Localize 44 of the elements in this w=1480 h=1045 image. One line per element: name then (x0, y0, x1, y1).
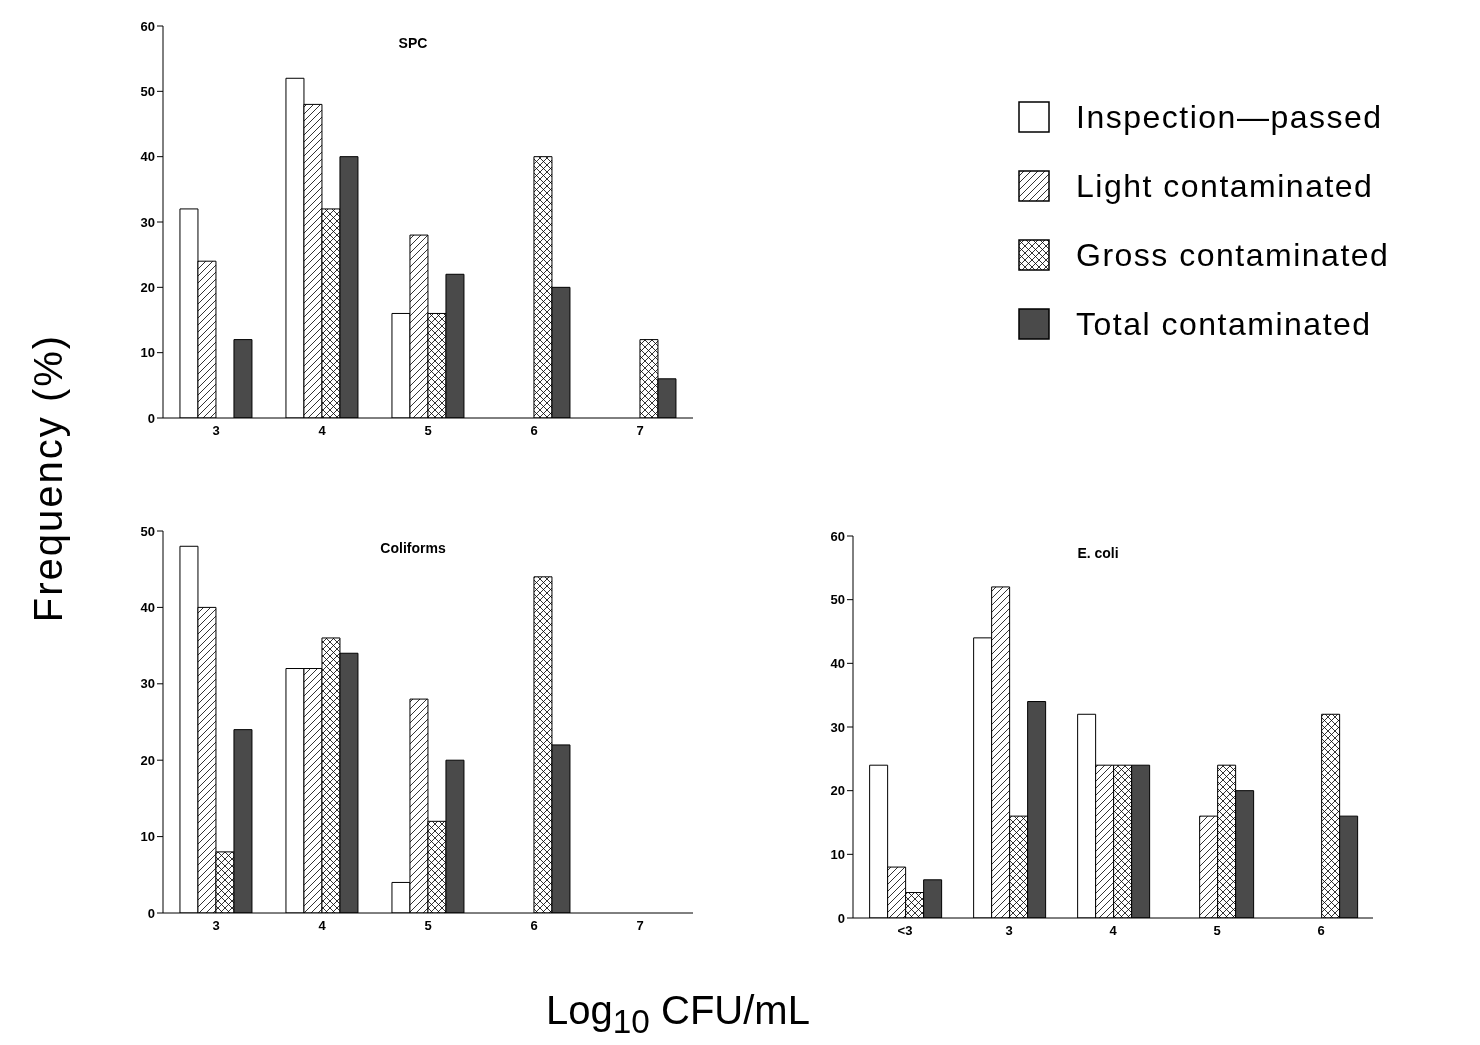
y-tick-label: 50 (140, 83, 155, 99)
x-tick-label: 3 (212, 423, 220, 439)
x-tick-label: 6 (1317, 923, 1325, 939)
x-tick-label: 4 (1109, 923, 1118, 939)
y-tick-label: 20 (140, 279, 155, 295)
legend-label: Gross contaminated (1076, 237, 1390, 274)
legend-label: Light contaminated (1076, 168, 1374, 205)
x-tick-label: 6 (530, 918, 538, 934)
x-tick-label: 5 (424, 423, 432, 439)
x-tick-label: 7 (636, 918, 644, 934)
x-tick-label: 5 (1213, 923, 1221, 939)
x-tick-label: 4 (318, 423, 327, 439)
text: E. coli (1077, 545, 1119, 561)
x-tick-label: 3 (212, 918, 220, 934)
x-tick-label: 5 (424, 918, 432, 934)
y-tick-label: 40 (140, 600, 155, 616)
legend-label: Total contaminated (1076, 306, 1372, 343)
text: SPC (398, 35, 428, 51)
y-tick-label: 20 (830, 783, 845, 799)
y-tick-label: 30 (140, 214, 155, 230)
y-tick-label: 0 (147, 410, 155, 426)
text: Coliforms (380, 540, 446, 556)
y-tick-label: 30 (830, 719, 845, 735)
y-tick-label: 40 (830, 655, 845, 671)
y-tick-label: 50 (830, 592, 845, 608)
y-tick-label: 20 (140, 752, 155, 768)
y-tick-label: 10 (830, 846, 845, 862)
x-tick-label: 4 (318, 918, 327, 934)
y-tick-label: 50 (140, 523, 155, 539)
y-axis-title: Frequency (%) (25, 333, 71, 623)
y-tick-label: 0 (147, 905, 155, 921)
y-tick-label: 0 (837, 910, 845, 926)
x-tick-label: 7 (636, 423, 644, 439)
y-tick-label: 40 (140, 149, 155, 165)
x-tick-label: <3 (897, 923, 913, 939)
legend-label: Inspection—passed (1076, 99, 1383, 136)
y-tick-label: 10 (140, 345, 155, 361)
y-tick-label: 60 (830, 528, 845, 544)
x-tick-label: 3 (1005, 923, 1013, 939)
y-tick-label: 10 (140, 829, 155, 845)
x-tick-label: 6 (530, 423, 538, 439)
x-axis-title: Log$_{10}$ CFU/mL (546, 988, 810, 1041)
y-tick-label: 60 (140, 18, 155, 34)
y-tick-label: 30 (140, 676, 155, 692)
